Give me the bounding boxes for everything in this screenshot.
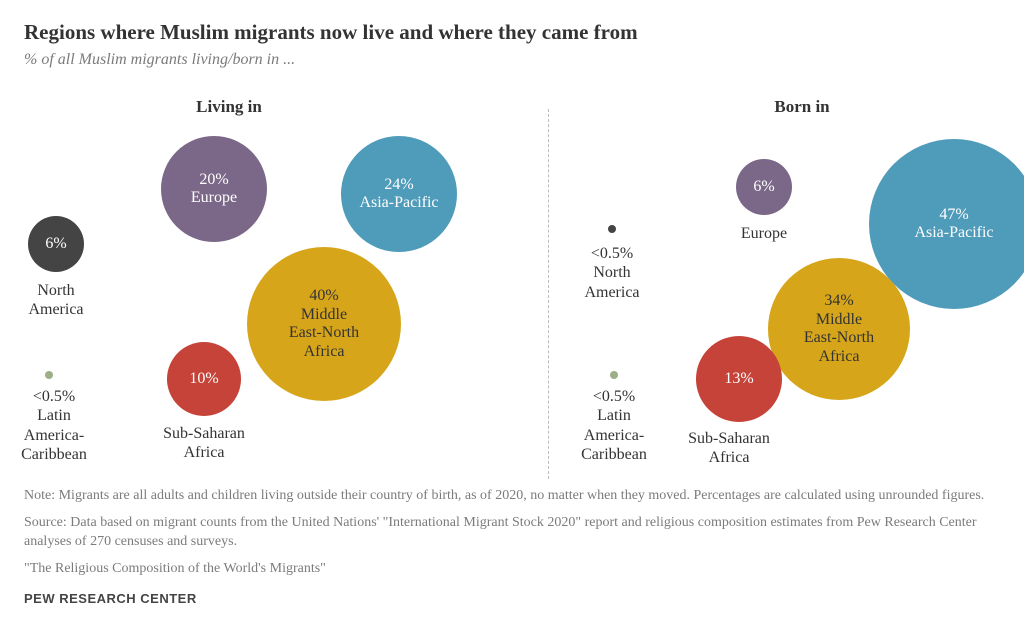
source-text: Source: Data based on migrant counts fro… [24,514,1000,552]
attribution: PEW RESEARCH CENTER [24,591,1000,606]
bubble-living-sub-saharan-africa: 10% [167,342,241,416]
report-title-text: "The Religious Composition of the World'… [24,560,1000,579]
panel-title-living: Living in [169,97,289,117]
bubble-ext-label-born-north-america: <0.5%NorthAmerica [557,244,667,302]
panel-divider [548,109,549,479]
bubble-ext-label-living-sub-saharan-africa: Sub-SaharanAfrica [149,424,259,462]
bubble-pct-sub-saharan-africa: 13% [724,370,753,388]
bubble-living-europe: 20%Europe [161,136,267,242]
bubble-living-middle-east-north-africa: 40%MiddleEast-NorthAfrica [247,247,401,401]
bubble-chart-area: Living inNorthAmerica6%20%Europe24%Asia-… [24,79,1000,479]
bubble-born-middle-east-north-africa: 34%MiddleEast-NorthAfrica [768,258,910,400]
note-text: Note: Migrants are all adults and childr… [24,487,1000,506]
chart-title: Regions where Muslim migrants now live a… [24,20,1000,45]
bubble-born-latin-america-caribbean [610,371,618,379]
bubble-pct-sub-saharan-africa: 10% [189,370,218,388]
bubble-living-latin-america-caribbean [45,371,53,379]
bubble-born-europe: 6% [736,159,792,215]
bubble-label-europe: 20%Europe [191,171,237,208]
bubble-born-north-america [608,225,616,233]
bubble-pct-north-america: 6% [45,235,66,253]
bubble-pct-europe: 6% [753,178,774,196]
bubble-living-north-america: 6% [28,216,84,272]
chart-subtitle: % of all Muslim migrants living/born in … [24,51,1000,69]
bubble-ext-label-living-north-america: NorthAmerica [1,281,111,319]
bubble-label-asia-pacific: 47%Asia-Pacific [914,206,993,243]
bubble-ext-label-born-latin-america-caribbean: <0.5%LatinAmerica-Caribbean [559,387,669,464]
panel-title-born: Born in [742,97,862,117]
bubble-born-sub-saharan-africa: 13% [696,336,782,422]
bubble-label-middle-east-north-africa: 34%MiddleEast-NorthAfrica [804,292,874,366]
bubble-label-asia-pacific: 24%Asia-Pacific [359,176,438,213]
bubble-living-asia-pacific: 24%Asia-Pacific [341,136,457,252]
bubble-label-middle-east-north-africa: 40%MiddleEast-NorthAfrica [289,287,359,361]
bubble-ext-label-born-europe: Europe [709,224,819,243]
bubble-ext-label-living-latin-america-caribbean: <0.5%LatinAmerica-Caribbean [0,387,109,464]
bubble-ext-label-born-sub-saharan-africa: Sub-SaharanAfrica [674,429,784,467]
